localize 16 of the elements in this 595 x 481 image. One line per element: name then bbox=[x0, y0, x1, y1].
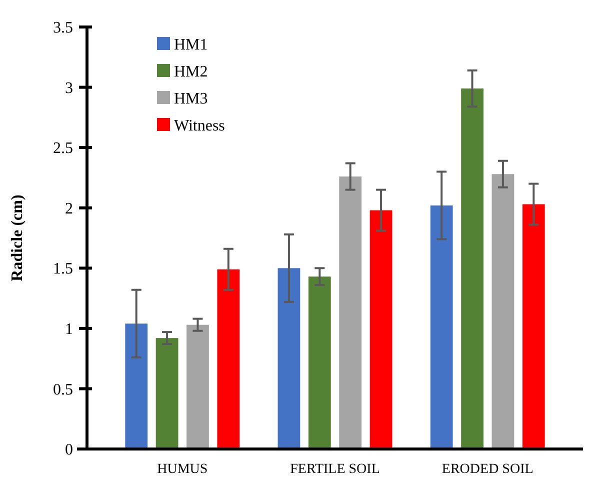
x-tick-label: HUMUS bbox=[157, 462, 208, 477]
y-tick-label: 0 bbox=[65, 442, 73, 459]
legend-label: HM1 bbox=[174, 36, 208, 54]
y-tick-label: 3.5 bbox=[53, 20, 73, 37]
y-tick-label: 2 bbox=[65, 200, 73, 218]
y-tick-label: 3 bbox=[65, 80, 73, 97]
legend-label: Witness bbox=[174, 118, 225, 135]
legend-label: HM3 bbox=[174, 90, 208, 108]
legend-label: HM2 bbox=[174, 64, 208, 81]
x-tick-label: FERTILE SOIL bbox=[290, 462, 380, 477]
x-tick-label: ERODED SOIL bbox=[442, 462, 534, 477]
y-tick-label: 0.5 bbox=[53, 381, 73, 398]
y-tick-label: 1 bbox=[65, 321, 73, 338]
y-tick-label: 1.5 bbox=[53, 260, 73, 278]
y-tick-label: 2.5 bbox=[53, 140, 73, 158]
y-axis-title: Radicle (cm) bbox=[9, 194, 26, 282]
